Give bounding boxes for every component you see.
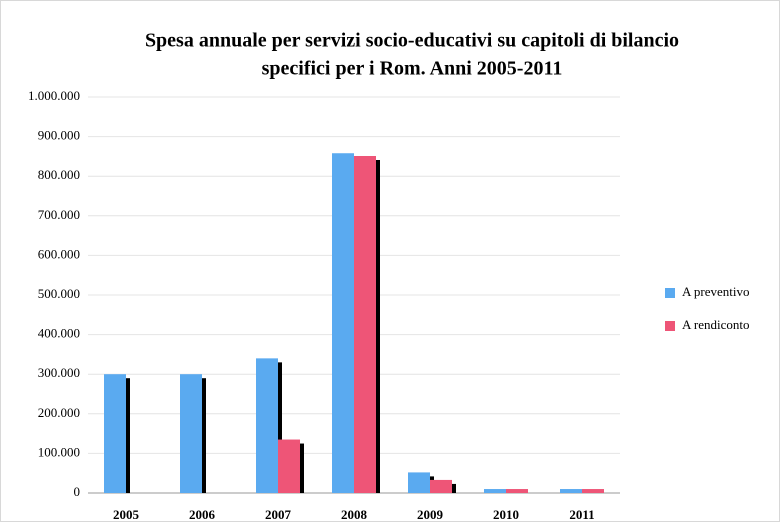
legend-label: A rendiconto (682, 317, 750, 332)
legend-swatch (665, 288, 675, 298)
y-tick-label: 900.000 (38, 128, 80, 143)
chart-title: Spesa annuale per servizi socio-educativ… (145, 30, 679, 52)
bar-shadow (278, 362, 282, 493)
x-tick-label: 2011 (569, 507, 594, 522)
bar-shadow (452, 483, 456, 493)
y-tick-label: 300.000 (38, 365, 80, 380)
bar (354, 156, 376, 493)
y-tick-label: 600.000 (38, 246, 80, 261)
legend-swatch (665, 321, 675, 331)
x-tick-label: 2007 (265, 507, 292, 522)
x-tick-label: 2005 (113, 507, 140, 522)
y-tick-label: 1.000.000 (28, 88, 80, 103)
x-tick-label: 2006 (189, 507, 216, 522)
bar (430, 479, 452, 493)
bar (180, 374, 202, 493)
bar (484, 489, 506, 493)
bar (560, 489, 582, 493)
x-tick-label: 2010 (493, 507, 519, 522)
bar (278, 439, 300, 493)
y-tick-label: 400.000 (38, 326, 80, 341)
x-tick-label: 2009 (417, 507, 444, 522)
bar-shadow (126, 378, 130, 493)
y-tick-label: 800.000 (38, 167, 80, 182)
bar (506, 489, 528, 493)
bar-shadow (300, 443, 304, 493)
x-tick-label: 2008 (341, 507, 368, 522)
y-tick-label: 0 (74, 484, 81, 499)
y-tick-label: 700.000 (38, 207, 80, 222)
bar (104, 374, 126, 493)
y-tick-label: 200.000 (38, 405, 80, 420)
bar (408, 472, 430, 493)
bar-shadow (202, 378, 206, 493)
chart-title: specifici per i Rom. Anni 2005-2011 (262, 58, 563, 80)
y-tick-label: 100.000 (38, 444, 80, 459)
bar (332, 153, 354, 493)
bar-shadow (376, 160, 380, 493)
legend-label: A preventivo (682, 284, 750, 299)
y-tick-label: 500.000 (38, 286, 80, 301)
bar (256, 358, 278, 493)
bar (582, 489, 604, 493)
